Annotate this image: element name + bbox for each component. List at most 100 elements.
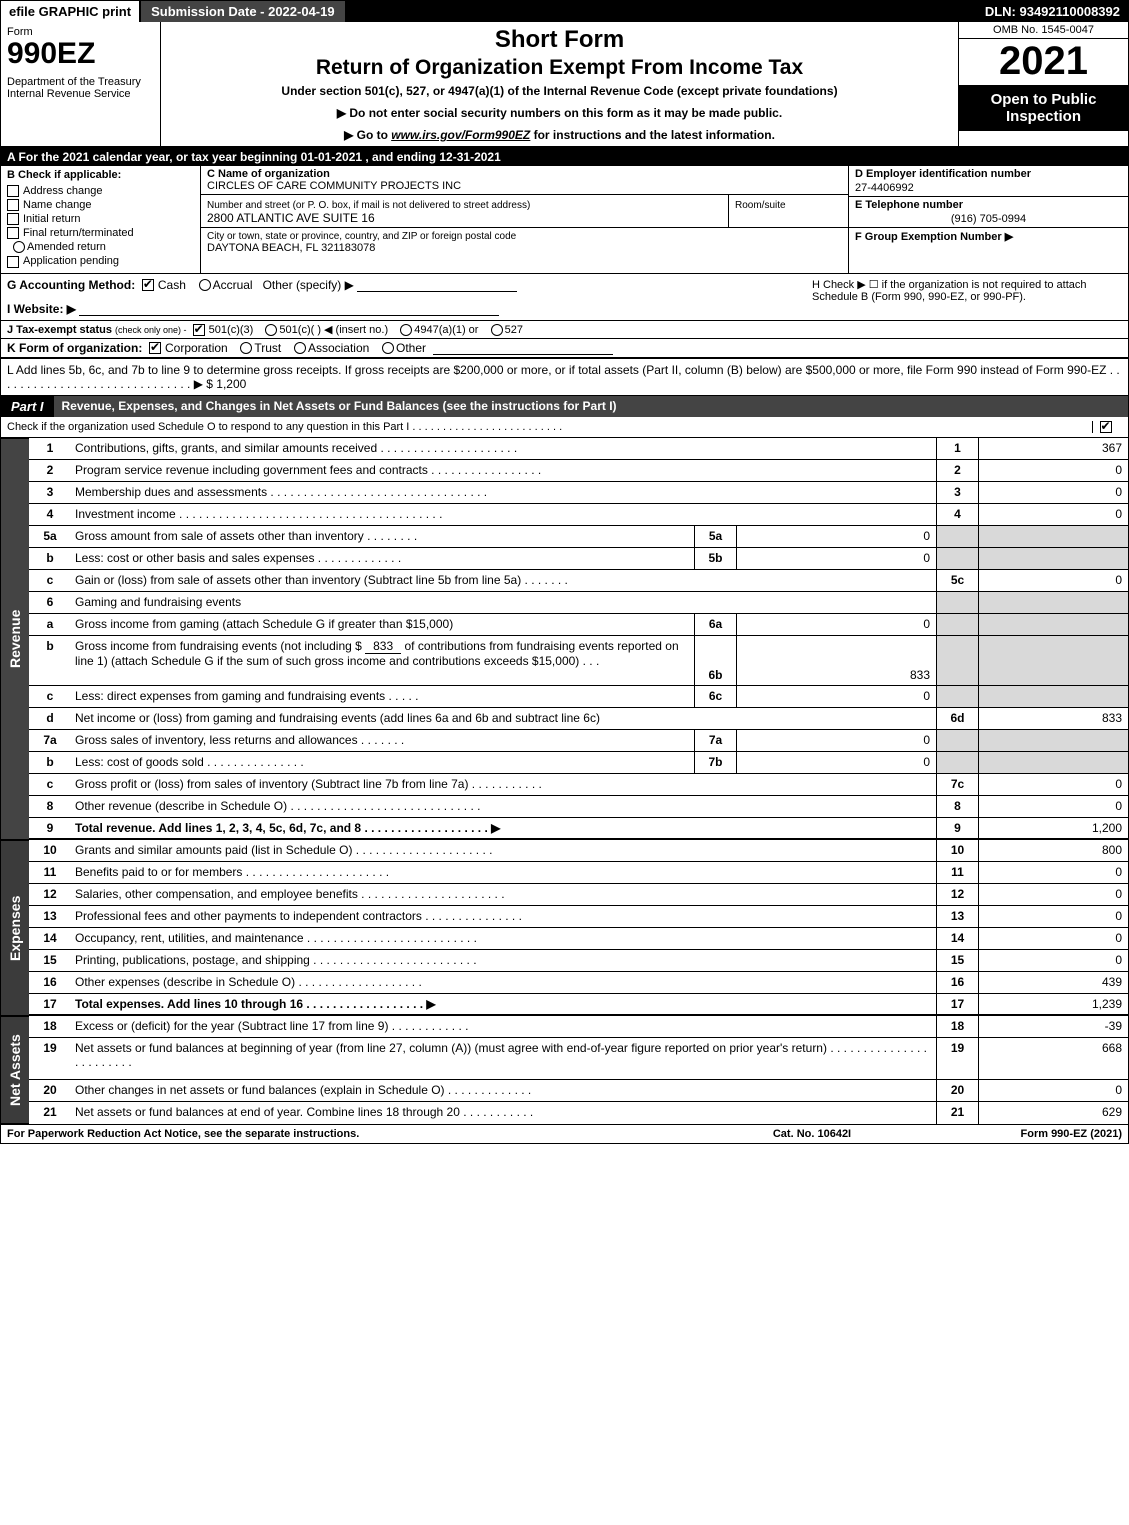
telephone-value: (916) 705-0994 [855,213,1122,225]
col-b: B Check if applicable: Address change Na… [1,166,201,273]
row-15: 15Printing, publications, postage, and s… [29,950,1128,972]
row-8: 8Other revenue (describe in Schedule O) … [29,796,1128,818]
row-10: 10Grants and similar amounts paid (list … [29,840,1128,862]
row-7c: cGross profit or (loss) from sales of in… [29,774,1128,796]
footer-right: Form 990-EZ (2021) [922,1128,1122,1140]
other-specify-input[interactable] [357,280,517,292]
chk-501c3[interactable] [193,324,205,336]
row-1: 1Contributions, gifts, grants, and simil… [29,438,1128,460]
chk-name-change[interactable]: Name change [7,199,194,211]
opt-accrual: Accrual [213,278,253,292]
line-h: H Check ▶ ☐ if the organization is not r… [812,278,1122,316]
footer-left: For Paperwork Reduction Act Notice, see … [7,1128,702,1140]
city-state-zip: DAYTONA BEACH, FL 321183078 [207,242,375,254]
form-header: Form 990EZ Department of the Treasury In… [1,22,1128,148]
chk-amended[interactable]: Amended return [7,241,194,253]
efile-print-button[interactable]: efile GRAPHIC print [1,1,139,22]
opt-4947: 4947(a)(1) or [414,324,478,336]
opt-527: 527 [505,324,523,336]
form-page: efile GRAPHIC print Submission Date - 20… [0,0,1129,1144]
opt-trust: Trust [254,341,281,355]
row-2: 2Program service revenue including gover… [29,460,1128,482]
addr-label: Number and street (or P. O. box, if mail… [207,200,530,211]
form-number: 990EZ [7,38,154,70]
short-form-title: Short Form [167,26,952,54]
row-6b: b Gross income from fundraising events (… [29,636,1128,686]
rad-trust[interactable] [240,342,252,354]
rad-other-org[interactable] [382,342,394,354]
rad-accrual[interactable] [199,279,211,291]
opt-corporation: Corporation [165,341,228,355]
row-13: 13Professional fees and other payments t… [29,906,1128,928]
part-i-header: Part I Revenue, Expenses, and Changes in… [1,396,1128,417]
line-j: J Tax-exempt status (check only one) - 5… [1,321,1128,339]
page-footer: For Paperwork Reduction Act Notice, see … [1,1124,1128,1143]
expenses-section: Expenses 10Grants and similar amounts pa… [1,840,1128,1016]
open-to-public: Open to Public Inspection [959,84,1128,131]
row-7b: bLess: cost of goods sold . . . . . . . … [29,752,1128,774]
accounting-method-label: G Accounting Method: [7,278,135,292]
revenue-section: Revenue 1Contributions, gifts, grants, a… [1,438,1128,840]
row-20: 20Other changes in net assets or fund ba… [29,1080,1128,1102]
submission-date: Submission Date - 2022-04-19 [139,1,345,22]
line-h-text: H Check ▶ ☐ if the organization is not r… [812,279,1087,303]
irs-link[interactable]: www.irs.gov/Form990EZ [391,128,530,142]
rad-501c[interactable] [265,324,277,336]
other-org-input[interactable] [433,343,613,355]
main-title: Return of Organization Exempt From Incom… [167,56,952,80]
org-name: CIRCLES OF CARE COMMUNITY PROJECTS INC [207,180,461,192]
row-5b: bLess: cost or other basis and sales exp… [29,548,1128,570]
row-6d: dNet income or (loss) from gaming and fu… [29,708,1128,730]
row-6: 6Gaming and fundraising events [29,592,1128,614]
col-c: C Name of organization CIRCLES OF CARE C… [201,166,848,273]
chk-initial-return[interactable]: Initial return [7,213,194,225]
part-i-sub-text: Check if the organization used Schedule … [7,421,562,433]
chk-schedule-o[interactable] [1100,421,1112,433]
row-18: 18Excess or (deficit) for the year (Subt… [29,1016,1128,1038]
col-b-header: B Check if applicable: [7,169,194,181]
chk-address-change[interactable]: Address change [7,185,194,197]
goto-suffix: for instructions and the latest informat… [530,128,775,142]
goto-link-line: ▶ Go to www.irs.gov/Form990EZ for instru… [167,128,952,142]
opt-association: Association [308,341,369,355]
dept-label: Department of the Treasury Internal Reve… [7,76,154,100]
row-19: 19Net assets or fund balances at beginni… [29,1038,1128,1080]
chk-corporation[interactable] [149,342,161,354]
row-6c: cLess: direct expenses from gaming and f… [29,686,1128,708]
row-11: 11Benefits paid to or for members . . . … [29,862,1128,884]
rad-association[interactable] [294,342,306,354]
opt-cash: Cash [158,278,186,292]
opt-other: Other (specify) ▶ [263,278,354,292]
chk-application-pending[interactable]: Application pending [7,255,194,267]
room-label: Room/suite [735,200,786,211]
row-5a: 5aGross amount from sale of assets other… [29,526,1128,548]
name-label: C Name of organization [207,168,330,180]
rad-4947[interactable] [400,324,412,336]
chk-cash[interactable] [142,279,154,291]
group-exemption-label: F Group Exemption Number ▶ [855,231,1013,243]
row-6b-pre: Gross income from fundraising events (no… [75,639,365,653]
telephone-label: E Telephone number [855,199,963,211]
row-7a: 7aGross sales of inventory, less returns… [29,730,1128,752]
row-16: 16Other expenses (describe in Schedule O… [29,972,1128,994]
line-j-label: J Tax-exempt status [7,324,112,336]
line-l: L Add lines 5b, 6c, and 7b to line 9 to … [1,359,1128,396]
row-12: 12Salaries, other compensation, and empl… [29,884,1128,906]
opt-501c3: 501(c)(3) [209,324,254,336]
rad-527[interactable] [491,324,503,336]
under-section: Under section 501(c), 527, or 4947(a)(1)… [167,84,952,98]
chk-final-return[interactable]: Final return/terminated [7,227,194,239]
revenue-tab: Revenue [1,438,29,840]
topbar: efile GRAPHIC print Submission Date - 20… [1,1,1128,22]
line-k: K Form of organization: Corporation Trus… [1,339,1128,359]
row-17: 17Total expenses. Add lines 10 through 1… [29,994,1128,1016]
ein-label: D Employer identification number [855,168,1031,180]
footer-cat: Cat. No. 10642I [702,1128,922,1140]
row-6a: aGross income from gaming (attach Schedu… [29,614,1128,636]
warning-ssn: ▶ Do not enter social security numbers o… [167,106,952,120]
opt-other-org: Other [396,341,426,355]
line-g-h: G Accounting Method: Cash Accrual Other … [1,274,1128,321]
website-input[interactable] [79,304,499,316]
line-a: A For the 2021 calendar year, or tax yea… [1,148,1128,166]
section-b-c-d: B Check if applicable: Address change Na… [1,166,1128,274]
